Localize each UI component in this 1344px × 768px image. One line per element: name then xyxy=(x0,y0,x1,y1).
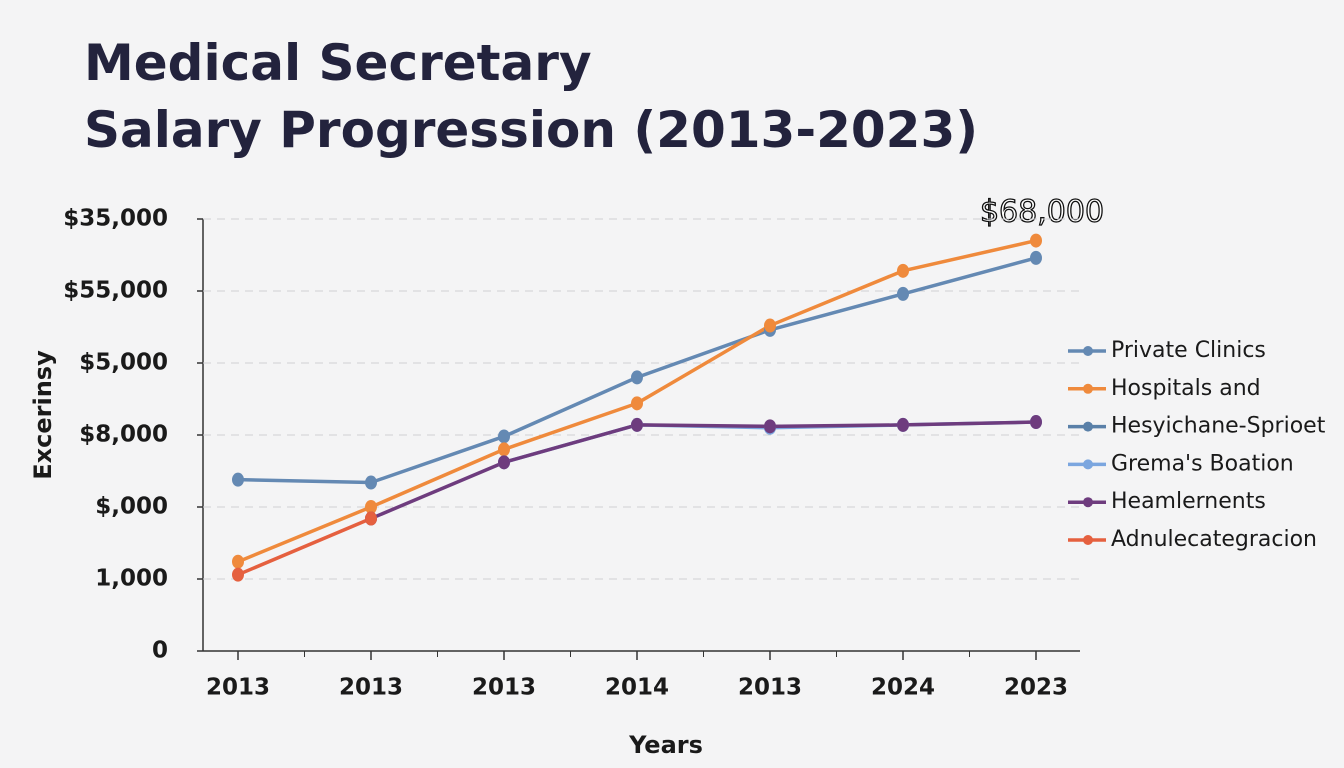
x-tick-label: 2013 xyxy=(206,675,270,701)
series-marker xyxy=(897,417,909,432)
series-marker xyxy=(232,554,244,569)
legend-label: Adnulecategracion xyxy=(1111,527,1317,552)
y-axis-label: Excerinsy xyxy=(29,350,57,480)
x-tick-label: 2023 xyxy=(1004,675,1068,701)
legend-swatch-marker xyxy=(1083,346,1093,356)
series-marker xyxy=(365,511,377,526)
y-tick-label: 1,000 xyxy=(95,566,168,592)
series-marker xyxy=(365,500,377,514)
y-tick-label: 0 xyxy=(152,638,168,664)
y-tick-label: $35,000 xyxy=(63,206,168,232)
series-marker xyxy=(897,286,909,301)
series-marker xyxy=(498,429,510,444)
series-marker xyxy=(498,455,510,470)
series-marker xyxy=(1030,415,1042,430)
y-tick-label: $5,000 xyxy=(79,350,168,376)
y-tick-label: $55,000 xyxy=(63,278,168,304)
y-tick-label: $8,000 xyxy=(79,422,168,448)
series-line xyxy=(237,256,1037,485)
chart-title: Salary Progression (2013-2023) xyxy=(84,101,978,159)
series-marker xyxy=(764,318,776,333)
series-marker xyxy=(631,396,643,411)
series-marker xyxy=(897,263,909,278)
series-marker xyxy=(764,419,776,434)
legend-label: Private Clinics xyxy=(1111,338,1266,363)
series-marker xyxy=(631,417,643,432)
legend-label: Grema's Boation xyxy=(1111,451,1294,476)
x-tick-label: 2013 xyxy=(738,675,802,701)
series-marker xyxy=(232,472,244,487)
series-line xyxy=(370,420,1037,521)
legend-swatch-marker xyxy=(1083,383,1093,394)
series-marker xyxy=(1030,233,1042,248)
x-tick-label: 2013 xyxy=(472,675,536,701)
x-tick-label: 2014 xyxy=(605,675,669,701)
series-marker xyxy=(631,370,643,385)
legend-swatch-marker xyxy=(1083,535,1093,545)
legend-label: Hesyichane-Sprioet xyxy=(1111,414,1326,439)
x-axis-label: Years xyxy=(628,731,703,759)
legend-swatch-marker xyxy=(1083,497,1093,508)
chart-title: Medical Secretary xyxy=(84,34,592,92)
x-tick-label: 2013 xyxy=(339,675,403,701)
x-tick-label: 2024 xyxy=(871,675,935,701)
series-line xyxy=(237,516,372,577)
series-marker xyxy=(365,475,377,490)
annotation: $68,000 xyxy=(980,195,1104,230)
series-marker xyxy=(1030,250,1042,265)
legend-label: Hospitals and xyxy=(1111,376,1261,401)
series-marker xyxy=(498,442,510,457)
y-tick-label: $,000 xyxy=(95,494,168,520)
legend-swatch-marker xyxy=(1083,421,1093,432)
legend-swatch-marker xyxy=(1083,459,1093,470)
legend-label: Heamlernents xyxy=(1111,489,1266,514)
series-marker xyxy=(232,567,244,582)
